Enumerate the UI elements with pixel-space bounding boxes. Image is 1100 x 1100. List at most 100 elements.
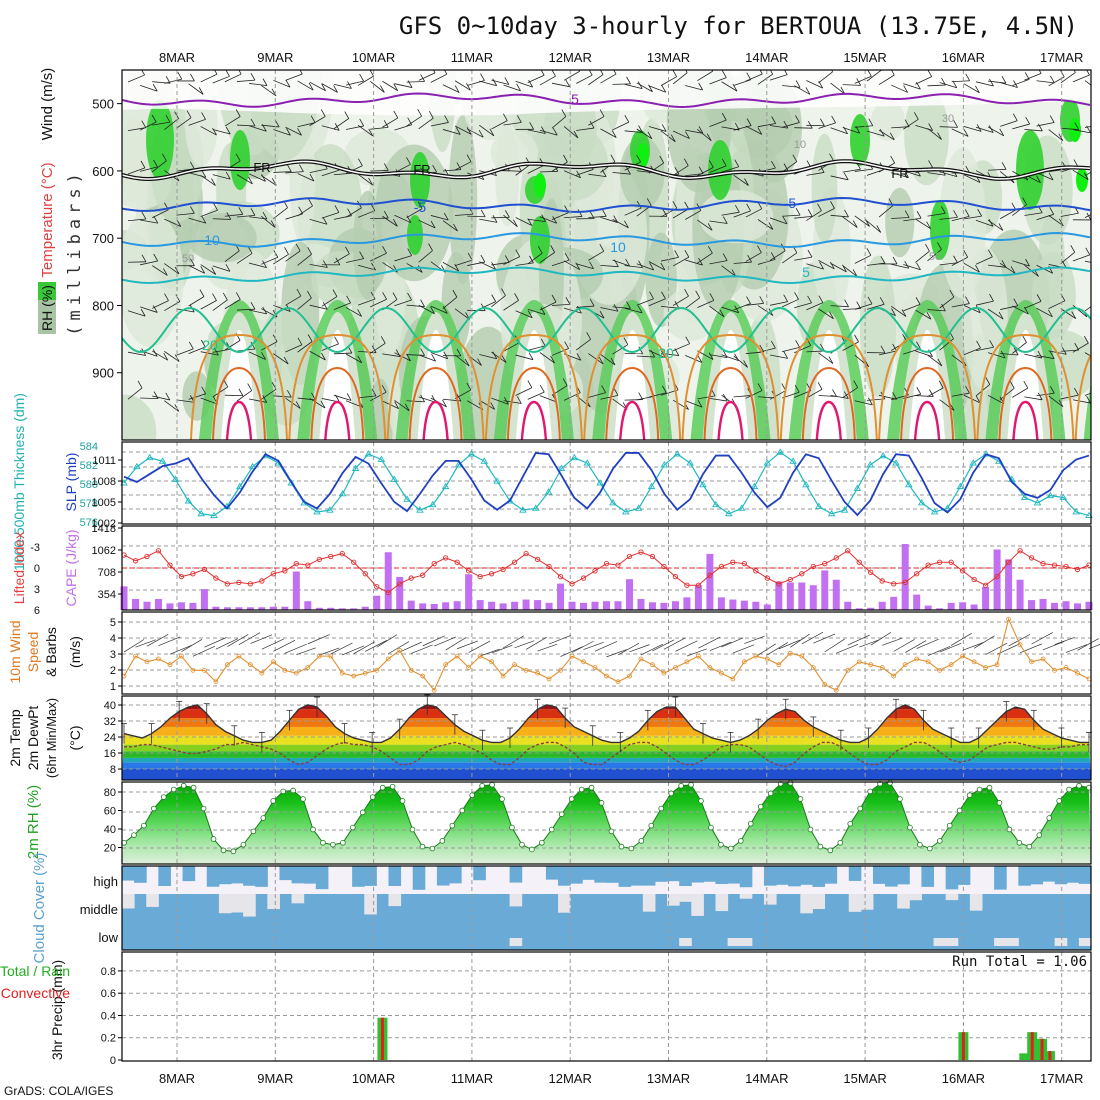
wind-barb-flag bbox=[527, 310, 533, 318]
wind-barb bbox=[200, 397, 218, 405]
wind-barb-flag bbox=[573, 130, 579, 139]
wind10m-point bbox=[408, 667, 414, 673]
lifted-index-point bbox=[282, 568, 288, 574]
wind-barb-flag bbox=[1073, 159, 1079, 167]
lifted-index-point bbox=[649, 553, 656, 560]
wind-barb bbox=[297, 397, 316, 401]
wind-barb bbox=[527, 345, 546, 351]
wind-barb-flag bbox=[829, 153, 834, 161]
wind-barb bbox=[685, 400, 703, 408]
wind10m-point bbox=[615, 679, 621, 685]
wind-barb bbox=[939, 126, 958, 128]
wind-barb bbox=[588, 353, 604, 365]
wind-barb bbox=[212, 75, 230, 84]
wind-barb bbox=[818, 122, 836, 129]
wind10m-axis-label-2: Speed bbox=[25, 632, 41, 672]
contour-label: 5 bbox=[802, 264, 810, 280]
wind-barb bbox=[794, 302, 812, 309]
wind-barb bbox=[564, 216, 583, 219]
cloud-high-cell bbox=[364, 866, 377, 886]
wind-barb bbox=[442, 262, 459, 272]
rh-point bbox=[409, 826, 416, 833]
lifted-index-point bbox=[397, 581, 403, 587]
cloud-low-gap bbox=[1054, 938, 1068, 946]
wind-barb-flag bbox=[141, 70, 145, 76]
wind-barb-flag bbox=[284, 247, 289, 255]
wind-barb bbox=[200, 73, 218, 83]
wind-barb-flag bbox=[175, 294, 181, 302]
wind-barb bbox=[697, 128, 712, 142]
thickness-point bbox=[531, 504, 540, 511]
wind-barb bbox=[939, 338, 954, 351]
wind-barb-flag bbox=[211, 267, 217, 275]
wind-barb-flag bbox=[322, 302, 328, 310]
wind-barb-flag bbox=[989, 293, 994, 302]
wind-barb-flag bbox=[830, 201, 835, 209]
wind-barb bbox=[745, 208, 762, 218]
wind-barb bbox=[333, 302, 351, 311]
cape-bar bbox=[1085, 601, 1093, 610]
wind-barb bbox=[1084, 80, 1091, 86]
lifted-index-line bbox=[123, 550, 1090, 594]
wind-barb-flag bbox=[941, 303, 946, 312]
cloud-high-cell bbox=[1066, 866, 1080, 883]
wind-barb-flag bbox=[420, 348, 425, 356]
contour-25 bbox=[976, 333, 1075, 440]
wind-barb-flag bbox=[757, 127, 763, 135]
cloud-mid-gap bbox=[945, 894, 959, 901]
wind-barb bbox=[212, 348, 231, 353]
lifted-index-point bbox=[477, 573, 483, 580]
wind-barb bbox=[636, 355, 655, 358]
wind-barb-flag bbox=[477, 358, 482, 366]
wind10m-point bbox=[1017, 642, 1023, 648]
wind-barb-flag bbox=[480, 254, 486, 263]
wind-barb bbox=[842, 168, 861, 173]
wind-barb bbox=[382, 353, 401, 357]
wind-barb bbox=[842, 84, 861, 86]
wind-barb bbox=[176, 399, 195, 403]
wind-barb bbox=[830, 175, 849, 181]
wind10m-point bbox=[925, 659, 931, 665]
wind-barb bbox=[309, 168, 328, 174]
wind-barb bbox=[200, 209, 218, 217]
wind-barb-flag bbox=[722, 216, 728, 224]
wind-barb-flag bbox=[295, 401, 301, 409]
cloud-low-gap bbox=[739, 938, 753, 946]
wind-barb-flag bbox=[1038, 123, 1043, 132]
wind-barb bbox=[224, 213, 243, 217]
wind-barb-flag bbox=[649, 262, 655, 271]
wind-barb-flag bbox=[637, 305, 643, 314]
wind-barb bbox=[297, 205, 313, 217]
wind-barb-flag bbox=[698, 126, 704, 134]
wind10m-point bbox=[305, 665, 311, 670]
rh-point bbox=[598, 800, 605, 806]
top-date-label: 12MAR bbox=[549, 50, 592, 65]
precip-tick-label: 0.4 bbox=[101, 1010, 116, 1022]
wind10m-barb bbox=[939, 642, 962, 653]
wind-barb-flag bbox=[1022, 335, 1027, 343]
wind-barb bbox=[782, 214, 801, 217]
wind-barb-flag bbox=[186, 110, 192, 118]
wind-barb bbox=[200, 264, 216, 275]
wind-barb bbox=[382, 215, 398, 227]
rh-point bbox=[718, 841, 724, 848]
wind10m-barb bbox=[629, 644, 650, 653]
wind-barb-flag bbox=[368, 128, 374, 137]
li-tick-label: 3 bbox=[34, 584, 40, 596]
contour-label: -5 bbox=[784, 195, 797, 211]
wind10m-barb bbox=[1008, 634, 1031, 647]
wind-barb-flag bbox=[868, 397, 873, 406]
rh-point bbox=[1076, 782, 1082, 789]
contour-35 bbox=[1012, 400, 1039, 440]
wind-barb-flag bbox=[491, 294, 497, 302]
wind-barb-flag bbox=[953, 255, 958, 263]
wind-barb bbox=[745, 73, 763, 82]
cape-bar bbox=[453, 601, 461, 610]
cape-bar bbox=[947, 602, 955, 610]
wind-barb bbox=[1084, 260, 1091, 263]
contour-label: 20 bbox=[658, 345, 674, 361]
wind-barb-flag bbox=[250, 208, 256, 216]
wind-barb bbox=[152, 265, 168, 276]
wind-barb-flag bbox=[674, 300, 680, 309]
